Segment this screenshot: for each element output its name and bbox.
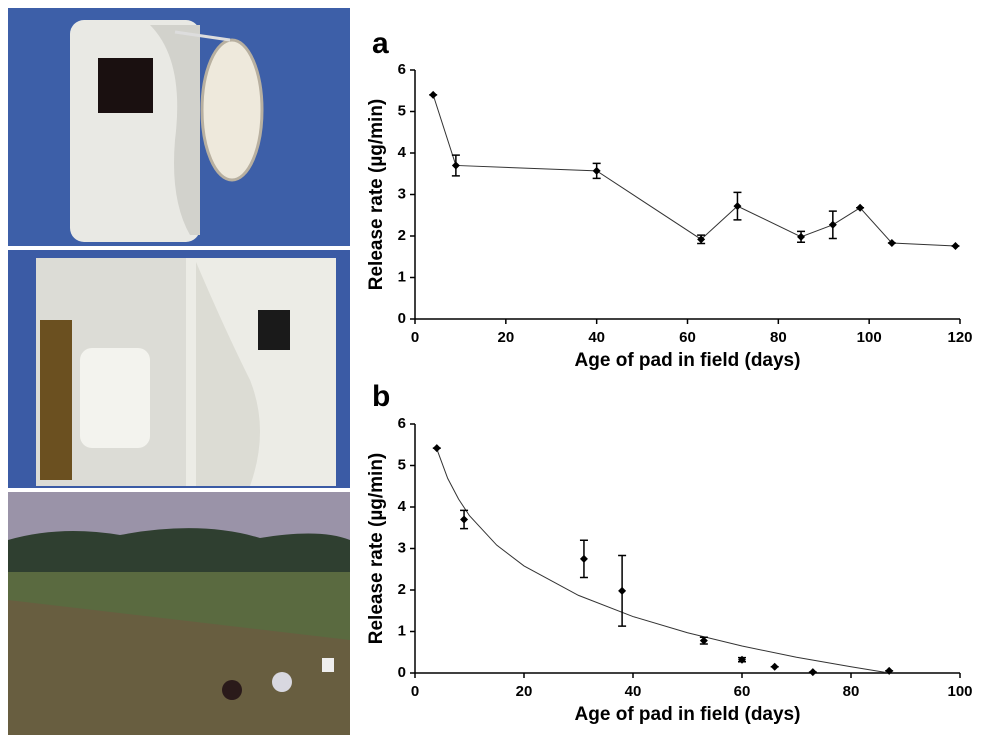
y-tick-label: 3	[398, 539, 406, 556]
x-tick-label: 80	[843, 683, 860, 700]
panel-label: b	[372, 380, 390, 413]
photo-bog	[8, 600, 350, 735]
x-tick-label: 20	[516, 683, 533, 700]
x-tick-label: 0	[411, 683, 419, 700]
bottle	[80, 348, 150, 448]
data-point	[432, 444, 441, 453]
dispenser-side	[150, 25, 200, 235]
data-point	[828, 220, 837, 229]
y-tick-label: 6	[398, 415, 406, 432]
y-tick-label: 3	[398, 185, 406, 202]
data-point	[885, 666, 894, 675]
y-tick-label: 1	[398, 622, 406, 639]
y-axis-label: Release rate (µg/min)	[366, 453, 387, 645]
data-point	[460, 515, 469, 524]
data-point	[429, 90, 438, 99]
data-point	[733, 202, 742, 211]
fit-line	[436, 448, 890, 674]
y-tick-label: 0	[398, 310, 406, 327]
photo-dispenser	[322, 658, 334, 672]
y-tick-label: 4	[398, 144, 407, 161]
y-tick-label: 5	[398, 102, 406, 119]
x-axis-label: Age of pad in field (days)	[575, 704, 801, 725]
y-axis-label: Release rate (µg/min)	[366, 99, 387, 291]
x-tick-label: 40	[588, 329, 605, 346]
y-tick-label: 2	[398, 581, 406, 598]
x-tick-label: 20	[497, 329, 514, 346]
photo-dispenser-closed	[8, 8, 350, 246]
data-point	[451, 161, 460, 170]
dispenser-window	[98, 58, 153, 113]
data-point	[797, 232, 806, 241]
x-tick-label: 60	[734, 683, 751, 700]
y-tick-label: 0	[398, 664, 406, 681]
data-point	[738, 655, 746, 664]
y-tick-label: 5	[398, 456, 406, 473]
x-tick-label: 80	[770, 329, 787, 346]
y-tick-label: 2	[398, 227, 406, 244]
data-point	[592, 166, 601, 175]
dispenser-wire	[174, 30, 231, 42]
x-tick-label: 100	[947, 683, 972, 700]
dispenser-pad	[200, 38, 264, 182]
y-tick-label: 4	[398, 498, 407, 515]
x-axis-label: Age of pad in field (days)	[575, 350, 801, 371]
data-point	[808, 668, 817, 677]
data-point	[951, 241, 960, 250]
data-line	[432, 94, 956, 247]
photo-field	[8, 492, 350, 735]
photo-person	[222, 680, 242, 700]
photo-dispenser-open	[8, 250, 350, 488]
y-tick-label: 1	[398, 268, 406, 285]
data-point	[618, 586, 627, 595]
door-inner	[196, 262, 260, 486]
data-point	[579, 554, 588, 563]
x-tick-label: 40	[625, 683, 642, 700]
batteries	[40, 320, 72, 480]
panel-label: a	[372, 27, 389, 60]
data-point	[887, 239, 896, 248]
photo-person	[272, 672, 292, 692]
x-tick-label: 120	[947, 329, 972, 346]
data-point	[770, 662, 779, 671]
y-tick-label: 6	[398, 61, 406, 78]
photo-trees	[8, 528, 350, 575]
data-point	[856, 203, 865, 212]
x-tick-label: 0	[411, 329, 419, 346]
x-tick-label: 60	[679, 329, 696, 346]
x-tick-label: 100	[857, 329, 882, 346]
data-point	[699, 636, 708, 645]
door-window	[258, 310, 290, 350]
data-point	[697, 235, 706, 244]
